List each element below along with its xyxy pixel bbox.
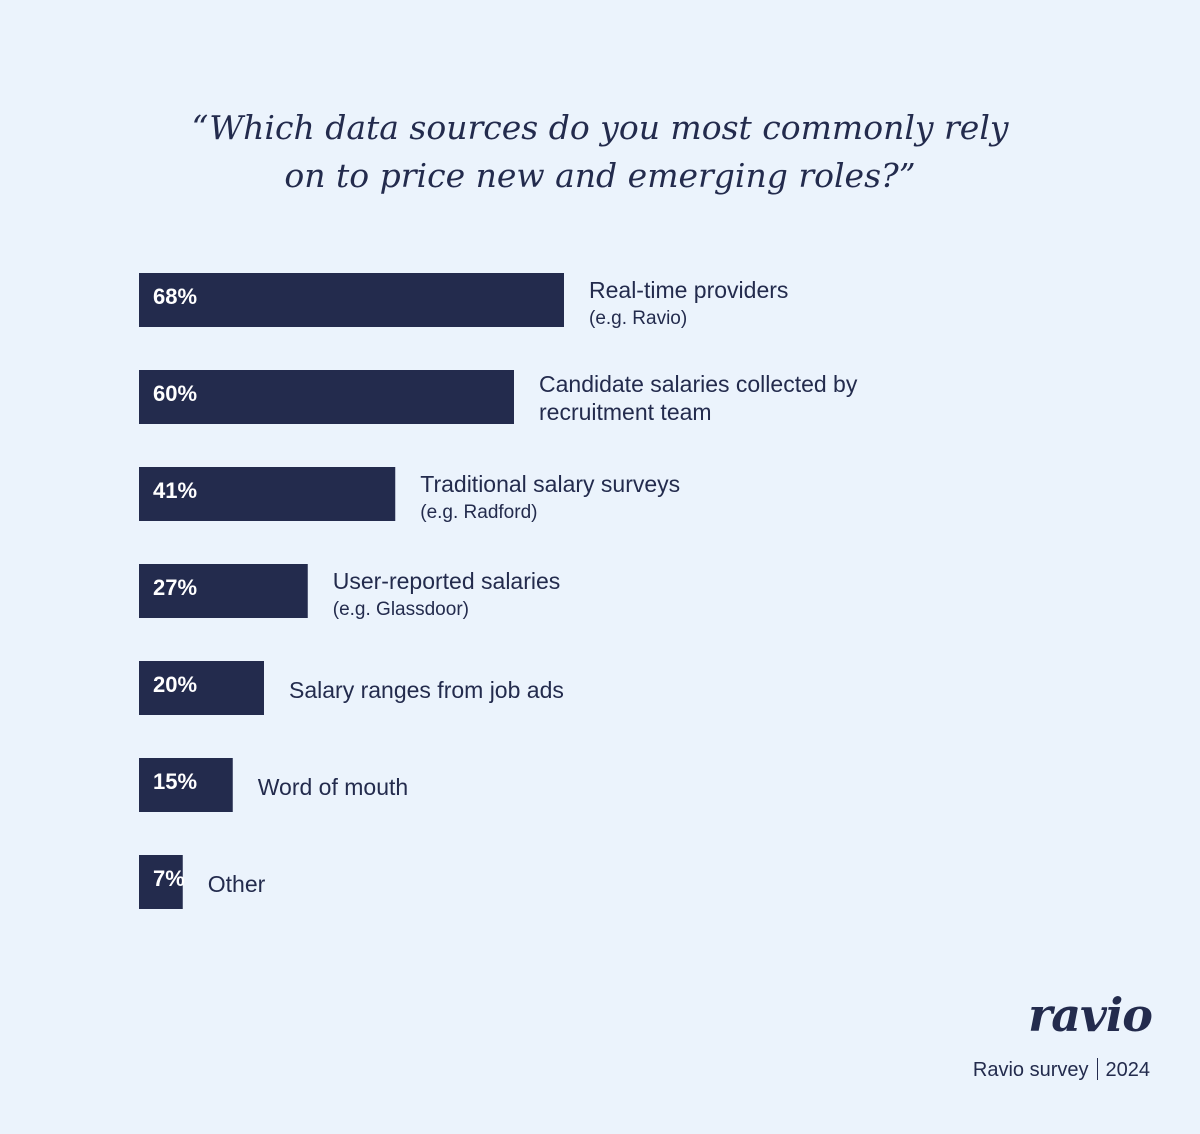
bar-salary-ranges-from-job-ads bbox=[139, 661, 264, 715]
bar-other bbox=[139, 855, 183, 909]
category-sublabel-real-time-providers: (e.g. Ravio) bbox=[589, 308, 687, 329]
bar-real-time-providers bbox=[139, 273, 564, 327]
category-label-traditional-salary-surveys: Traditional salary surveys bbox=[420, 471, 680, 497]
value-label-salary-ranges-from-job-ads: 20% bbox=[153, 672, 197, 697]
value-label-other: 7% bbox=[153, 866, 185, 891]
value-label-word-of-mouth: 15% bbox=[153, 769, 197, 794]
category-label-word-of-mouth: Word of mouth bbox=[258, 774, 408, 800]
bar-candidate-salaries-collected-by-recruitment-team bbox=[139, 370, 514, 424]
category-label-other: Other bbox=[208, 871, 266, 897]
category-sublabel-traditional-salary-surveys: (e.g. Radford) bbox=[420, 502, 537, 523]
value-label-candidate-salaries-collected-by-recruitment-team: 60% bbox=[153, 381, 197, 406]
chart-title-line-2: on to price new and emerging roles?” bbox=[284, 156, 916, 195]
footer-source: Ravio survey 2024 bbox=[973, 1058, 1150, 1082]
bar-word-of-mouth bbox=[139, 758, 233, 812]
category-label-salary-ranges-from-job-ads: Salary ranges from job ads bbox=[289, 677, 564, 703]
category-label-real-time-providers: Real-time providers bbox=[589, 277, 788, 303]
category-sublabel-user-reported-salaries: (e.g. Glassdoor) bbox=[333, 599, 469, 620]
category-label-candidate-salaries-collected-by-recruitment-team-line-2: recruitment team bbox=[539, 399, 712, 425]
footer-survey-name: Ravio survey bbox=[972, 1059, 1089, 1081]
category-label-user-reported-salaries: User-reported salaries bbox=[333, 568, 561, 594]
value-label-traditional-salary-surveys: 41% bbox=[153, 478, 197, 503]
category-label-candidate-salaries-collected-by-recruitment-team-line-1: Candidate salaries collected by bbox=[539, 371, 858, 397]
bar-user-reported-salaries bbox=[139, 564, 308, 618]
value-label-user-reported-salaries: 27% bbox=[153, 575, 197, 600]
footer-divider bbox=[1096, 1058, 1098, 1080]
footer-year: 2024 bbox=[1105, 1059, 1151, 1081]
value-label-real-time-providers: 68% bbox=[153, 284, 197, 309]
chart-title: “Which data sources do you most commonly… bbox=[0, 104, 1200, 200]
bar-traditional-salary-surveys bbox=[139, 467, 396, 521]
chart-title-line-1: “Which data sources do you most commonly… bbox=[191, 108, 1009, 147]
ravio-logo: ravio bbox=[1028, 988, 1153, 1042]
